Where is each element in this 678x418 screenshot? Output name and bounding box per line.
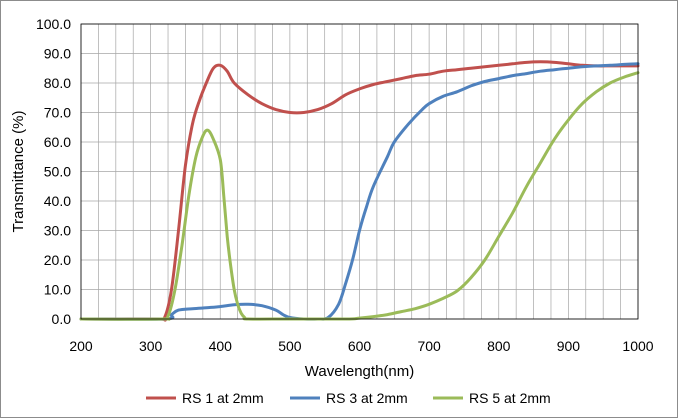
y-axis-ticks: 0.0 10.0 20.0 30.0 40.0 50.0 60.0 70.0 80.0 90.0 1… — [36, 16, 71, 327]
x-tick-label: 1000 — [622, 338, 653, 354]
y-tick-label: 10.0 — [44, 282, 71, 298]
x-tick-label: 800 — [487, 338, 511, 354]
x-tick-label: 500 — [278, 338, 302, 354]
y-tick-label: 90.0 — [44, 46, 71, 62]
series-line-2 — [79, 62, 640, 321]
x-tick-label: 300 — [139, 338, 163, 354]
y-tick-label: 20.0 — [44, 252, 71, 268]
y-tick-label: 0.0 — [52, 311, 72, 327]
legend-label: RS 5 at 2mm — [469, 390, 551, 406]
x-axis-ticks: 200 300 400 500 600 700 800 900 1000 — [69, 338, 653, 354]
x-tick-label: 400 — [209, 338, 233, 354]
x-tick-label: 200 — [69, 338, 93, 354]
x-axis-title: Wavelength(nm) — [305, 363, 414, 380]
y-tick-label: 70.0 — [44, 105, 71, 121]
legend-item-3: RS 5 at 2mm — [433, 390, 551, 406]
series-line-1 — [79, 60, 640, 322]
y-tick-label: 80.0 — [44, 75, 71, 91]
plot-area-border — [80, 23, 639, 320]
y-tick-label: 40.0 — [44, 193, 71, 209]
x-tick-label: 600 — [348, 338, 372, 354]
x-tick-label: 900 — [557, 338, 581, 354]
legend-item-1: RS 1 at 2mm — [146, 390, 264, 406]
y-axis-title: Transmittance (%) — [10, 111, 27, 233]
x-tick-label: 700 — [417, 338, 441, 354]
y-tick-label: 100.0 — [36, 16, 71, 32]
legend-label: RS 1 at 2mm — [182, 390, 264, 406]
y-tick-label: 50.0 — [44, 164, 71, 180]
legend-label: RS 3 at 2mm — [326, 390, 408, 406]
legend-item-2: RS 3 at 2mm — [290, 390, 408, 406]
legend: RS 1 at 2mm RS 3 at 2mm RS 5 at 2mm — [146, 390, 551, 406]
y-tick-label: 30.0 — [44, 223, 71, 239]
y-tick-label: 60.0 — [44, 134, 71, 150]
